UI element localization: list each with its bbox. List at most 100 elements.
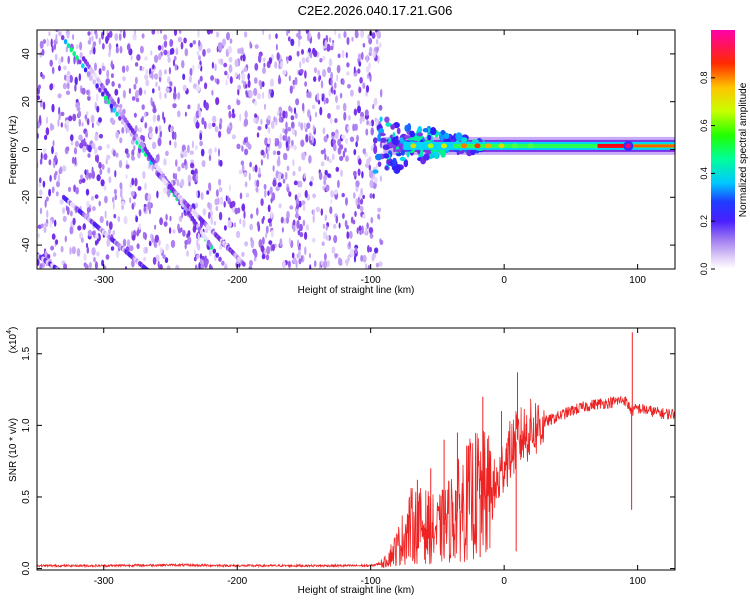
noise-speck — [130, 55, 133, 61]
signal-blob — [417, 126, 423, 134]
noise-speck — [128, 88, 131, 94]
noise-speck — [77, 225, 82, 231]
noise-speck — [320, 260, 323, 266]
noise-speck — [353, 170, 357, 177]
noise-speck — [74, 140, 80, 148]
noise-speck — [37, 95, 40, 100]
x-tick-label: 0 — [501, 576, 507, 587]
streak-segment — [118, 115, 122, 121]
noise-speck — [169, 140, 172, 146]
streak-segment — [62, 271, 66, 276]
noise-speck — [84, 264, 89, 269]
noise-speck — [125, 164, 130, 170]
signal-peak-segment — [597, 143, 627, 148]
noise-speck — [201, 160, 206, 168]
noise-speck — [255, 207, 259, 216]
noise-speck — [313, 67, 318, 74]
noise-speck — [190, 169, 195, 175]
noise-speck — [370, 119, 375, 127]
noise-speck — [315, 111, 317, 118]
snr-line — [37, 396, 675, 569]
noise-speck — [220, 58, 224, 66]
noise-speck — [70, 134, 74, 142]
streak-segment — [69, 47, 74, 53]
noise-speck — [65, 205, 68, 211]
streak-segment — [224, 264, 228, 269]
noise-speck — [262, 30, 265, 36]
noise-speck — [200, 192, 204, 201]
noise-speck — [137, 186, 142, 191]
noise-speck — [94, 194, 99, 199]
noise-speck — [337, 53, 341, 59]
noise-speck — [119, 45, 123, 54]
noise-speck — [97, 145, 103, 151]
noise-speck — [290, 38, 295, 47]
noise-speck — [108, 30, 113, 38]
noise-speck — [260, 118, 263, 125]
noise-speck — [87, 153, 91, 158]
noise-speck — [360, 30, 364, 38]
noise-speck — [252, 166, 256, 172]
noise-speck — [72, 113, 77, 122]
noise-speck — [115, 152, 119, 158]
y-tick-label: 0.0 — [21, 561, 32, 575]
noise-speck — [91, 122, 94, 128]
noise-speck — [182, 84, 187, 92]
noise-speck — [231, 112, 236, 119]
noise-speck — [334, 82, 337, 89]
noise-speck — [254, 63, 259, 71]
noise-speck — [162, 111, 165, 120]
noise-speck — [205, 102, 209, 111]
noise-speck — [207, 122, 212, 130]
noise-speck — [65, 90, 71, 95]
noise-speck — [322, 55, 326, 61]
noise-speck — [212, 122, 216, 128]
noise-speck — [121, 126, 125, 134]
noise-speck — [110, 73, 114, 78]
noise-speck — [141, 33, 145, 39]
signal-hotspot — [410, 143, 417, 149]
noise-speck — [119, 137, 123, 144]
noise-speck — [86, 246, 90, 254]
noise-speck — [74, 156, 77, 166]
noise-speck — [87, 95, 91, 101]
noise-speck — [277, 182, 282, 188]
noise-speck — [131, 202, 135, 210]
noise-speck — [188, 75, 192, 83]
signal-blob — [391, 166, 398, 171]
noise-speck — [163, 49, 168, 56]
signal-blob — [425, 150, 432, 155]
noise-speck — [158, 239, 161, 246]
noise-speck — [44, 222, 49, 228]
noise-speck — [276, 150, 281, 156]
noise-speck — [282, 260, 286, 269]
noise-speck — [316, 92, 320, 101]
noise-speck — [62, 207, 66, 215]
noise-speck — [256, 221, 260, 228]
noise-speck — [163, 116, 166, 124]
noise-speck — [144, 122, 148, 129]
noise-speck — [328, 37, 332, 43]
noise-speck — [54, 219, 57, 227]
noise-speck — [333, 143, 337, 152]
noise-speck — [42, 180, 46, 188]
noise-speck — [368, 37, 373, 45]
noise-speck — [354, 247, 358, 254]
noise-speck — [177, 110, 181, 118]
streak-segment — [242, 261, 246, 267]
noise-speck — [326, 156, 330, 162]
noise-speck — [347, 115, 351, 121]
noise-speck — [327, 173, 331, 178]
noise-speck — [195, 173, 199, 181]
noise-speck — [110, 246, 115, 251]
noise-speck — [325, 225, 328, 231]
noise-speck — [60, 245, 64, 253]
noise-speck — [182, 229, 186, 237]
noise-speck — [184, 159, 187, 166]
noise-speck — [154, 54, 159, 64]
noise-speck — [43, 153, 48, 161]
noise-speck — [163, 34, 168, 41]
noise-speck — [88, 172, 92, 179]
noise-speck — [206, 30, 211, 35]
noise-speck — [244, 181, 248, 188]
